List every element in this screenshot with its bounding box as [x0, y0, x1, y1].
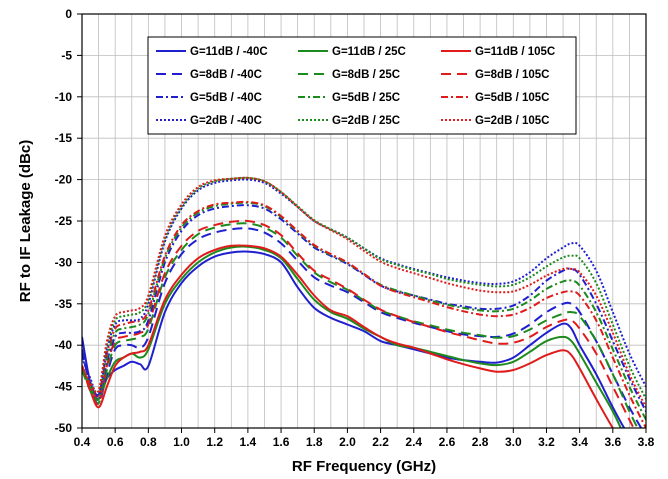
legend-label: G=2dB / 25C: [332, 115, 400, 127]
x-tick-label: 0.4: [74, 435, 91, 449]
x-tick-label: 0.8: [140, 435, 157, 449]
legend-label: G=11dB / 25C: [332, 46, 406, 58]
y-tick-label: -40: [55, 338, 73, 352]
x-tick-label: 0.6: [107, 435, 124, 449]
series-line-4: [82, 222, 639, 428]
y-tick-label: -45: [55, 380, 73, 394]
series-line-8: [82, 200, 646, 428]
series-line-6: [82, 204, 646, 412]
y-tick-label: -15: [55, 131, 73, 145]
y-tick-label: -50: [55, 421, 73, 435]
y-tick-label: -35: [55, 297, 73, 311]
legend-label: G=11dB / 105C: [475, 46, 555, 58]
legend-label: G=8dB / 25C: [332, 69, 400, 81]
x-tick-label: 3.4: [571, 435, 588, 449]
legend-label: G=5dB / 25C: [332, 92, 400, 104]
x-tick-label: 3.2: [538, 435, 555, 449]
x-tick-label: 1.0: [173, 435, 190, 449]
y-tick-label: 0: [65, 7, 72, 21]
y-tick-label: -5: [61, 48, 72, 62]
series-line-9: [82, 178, 646, 397]
x-tick-label: 2.8: [472, 435, 489, 449]
series-line-5: [82, 219, 635, 428]
y-tick-label: -10: [55, 90, 73, 104]
series-line-11: [82, 176, 646, 408]
axis-ticks: 0.4 0.6 0.8 1.0 1.2 1.4 1.6 1.8 2.0 2.2 2.4 2.6 2.8 3…: [55, 7, 655, 449]
legend-label: G=2dB / -40C: [190, 115, 262, 127]
x-tick-label: 2.2: [372, 435, 389, 449]
x-tick-label: 3.8: [638, 435, 655, 449]
x-tick-label: 3.6: [604, 435, 621, 449]
legend-label: G=2dB / 105C: [475, 115, 549, 127]
legend-label: G=5dB / -40C: [190, 92, 262, 104]
legend-box: [147, 36, 577, 135]
x-tick-label: 1.4: [240, 435, 257, 449]
legend-label: G=8dB / -40C: [190, 69, 262, 81]
legend-label: G=11dB / -40C: [190, 46, 268, 58]
x-axis-label: RF Frequency (GHz): [292, 458, 436, 475]
x-tick-label: 2.0: [339, 435, 356, 449]
series-line-3: [82, 227, 643, 428]
x-tick-label: 1.6: [273, 435, 290, 449]
x-tick-label: 1.2: [206, 435, 223, 449]
y-axis-label: RF to IF Leakage (dBc): [17, 140, 34, 303]
legend-label: G=5dB / 105C: [475, 92, 549, 104]
series-line-10: [82, 176, 646, 400]
y-tick-label: -20: [55, 173, 73, 187]
y-tick-label: -30: [55, 255, 73, 269]
series-line-0: [82, 250, 626, 428]
x-tick-label: 2.6: [439, 435, 456, 449]
series-layer: [82, 176, 646, 428]
x-tick-label: 3.0: [505, 435, 522, 449]
series-line-2: [82, 244, 614, 428]
legend: G=11dB / -40C G=11dB / 25C G=11dB / 105C G=…: [147, 36, 577, 135]
y-tick-label: -25: [55, 214, 73, 228]
x-tick-label: 2.4: [405, 435, 422, 449]
x-tick-label: 1.8: [306, 435, 323, 449]
legend-label: G=8dB / 105C: [475, 69, 549, 81]
series-line-1: [82, 245, 622, 428]
